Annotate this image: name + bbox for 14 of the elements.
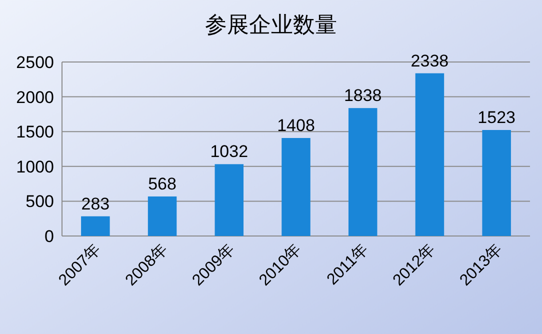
data-label: 1408: [277, 116, 315, 136]
y-tick-label: 0: [44, 227, 54, 246]
data-label: 1838: [344, 86, 382, 106]
data-label: 1523: [478, 108, 516, 127]
data-label: 283: [81, 194, 110, 214]
chart-title: 参展企业数量: [205, 12, 337, 37]
data-label: 1032: [210, 142, 248, 162]
y-tick-label: 2000: [16, 88, 54, 107]
data-label: 568: [148, 174, 176, 194]
y-tick-label: 2500: [16, 53, 54, 72]
y-tick-label: 500: [26, 192, 54, 212]
y-tick-label: 1000: [16, 157, 54, 176]
y-tick-label: 1500: [16, 122, 54, 142]
data-label: 2338: [410, 51, 449, 70]
